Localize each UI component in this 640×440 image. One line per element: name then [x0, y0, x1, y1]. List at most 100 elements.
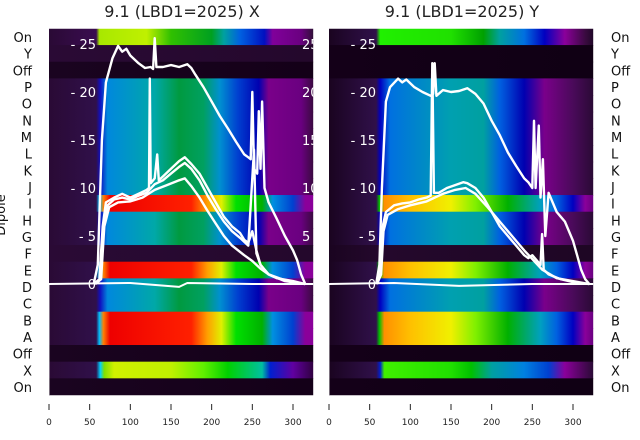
- row-label: A: [611, 331, 620, 346]
- heatmap-row-e: [49, 261, 314, 279]
- row-label: Off: [13, 64, 33, 79]
- row-label: J: [610, 181, 615, 196]
- x-tick-label: 300: [284, 418, 301, 428]
- heatmap-row-g: [329, 228, 594, 246]
- row-label: F: [611, 248, 618, 263]
- row-label: Off: [611, 64, 631, 79]
- inset-line-top: [92, 37, 307, 285]
- heatmap-row-on: [329, 28, 594, 46]
- inset-y-tick-label: - 25: [351, 38, 376, 53]
- row-label: F: [25, 248, 32, 263]
- row-label: O: [22, 98, 32, 113]
- row-label: C: [23, 298, 32, 313]
- heatmap-row-l: [329, 145, 594, 163]
- chart-title-y: 9.1 (LBD1=2025) Y: [385, 2, 540, 21]
- heatmap-row-off: [49, 345, 314, 363]
- inset-line-top: [375, 62, 591, 285]
- x-tick-label: 250: [244, 418, 261, 428]
- inset-y-tick-label: - 20: [351, 86, 376, 101]
- heatmap-row-k: [329, 161, 594, 179]
- heatmap-row-x: [329, 361, 594, 379]
- row-label: I: [28, 198, 32, 213]
- row-label: Off: [13, 348, 33, 363]
- row-label: On: [14, 381, 32, 396]
- row-label: P: [24, 81, 32, 96]
- heatmap-row-k: [49, 161, 314, 179]
- heatmap-row-j: [49, 178, 314, 196]
- inset-y-tick-label-right: 10: [302, 182, 319, 197]
- heatmap-row-c: [49, 295, 314, 313]
- heatmap: [329, 28, 594, 396]
- x-tick-label: 50: [84, 418, 96, 428]
- inset-y-tick-label: - 10: [71, 182, 96, 197]
- heatmap-row-n: [49, 111, 314, 129]
- inset-y-tick-label: - 5: [79, 230, 96, 245]
- heatmap-row-a: [329, 328, 594, 346]
- row-label: Y: [610, 48, 619, 63]
- x-tick-label: 200: [203, 418, 220, 428]
- inset-line-baseline: [49, 282, 314, 288]
- row-label: N: [22, 114, 32, 129]
- heatmap-row-b: [49, 311, 314, 329]
- row-label: H: [22, 214, 32, 229]
- heatmap-row-b: [329, 311, 594, 329]
- row-label: I: [611, 198, 615, 213]
- x-tick-label: 300: [564, 418, 581, 428]
- inset-y-tick-label-right: 20: [302, 86, 319, 101]
- heatmap: [49, 28, 314, 396]
- row-label: G: [611, 231, 621, 246]
- heatmap-row-o: [49, 95, 314, 113]
- heatmap-row-f: [49, 245, 314, 263]
- x-tick-label: 100: [402, 418, 419, 428]
- heatmap-row-h: [329, 211, 594, 229]
- y-axis-label: Dipole: [0, 194, 9, 235]
- row-label: D: [22, 281, 32, 296]
- inset-plot: 0 - 5 5 - 10 10 - 15 15 - 20 20 - 25 25: [49, 37, 319, 396]
- inset-line-mid3: [94, 177, 306, 286]
- heatmap-row-i: [329, 195, 594, 213]
- heatmap-row-c: [329, 295, 594, 313]
- heatmap-row-off: [329, 345, 594, 363]
- heatmap-row-p: [49, 78, 314, 96]
- inset-line-mid2: [93, 148, 306, 286]
- heatmap-row-y: [49, 45, 314, 63]
- heatmap-row-off: [49, 61, 314, 79]
- heatmap-row-h: [49, 211, 314, 229]
- x-tick-label: 250: [524, 418, 541, 428]
- inset-y-tick-label: - 5: [359, 230, 376, 245]
- row-label: Off: [611, 348, 631, 363]
- row-label: O: [611, 98, 621, 113]
- row-label: G: [22, 231, 32, 246]
- row-label: On: [611, 381, 629, 396]
- inset-y-tick-label: - 15: [351, 134, 376, 149]
- heatmap-row-o: [329, 95, 594, 113]
- row-label: X: [23, 364, 32, 379]
- inset-y-tick-label: - 15: [71, 134, 96, 149]
- inset-line-mid2: [375, 186, 590, 286]
- row-label: X: [611, 364, 620, 379]
- row-label: B: [611, 314, 620, 329]
- heatmap-row-off: [329, 61, 594, 79]
- row-label: E: [24, 264, 32, 279]
- heatmap-row-y: [329, 45, 594, 63]
- heatmap-row-x: [49, 361, 314, 379]
- row-label: A: [23, 331, 32, 346]
- heatmap-row-on: [49, 28, 314, 46]
- heatmap-row-n: [329, 111, 594, 129]
- row-label: L: [611, 148, 619, 163]
- row-label: D: [611, 281, 621, 296]
- inset-y-tick-label: 0: [368, 278, 376, 293]
- row-label: M: [611, 131, 622, 146]
- x-tick-label: 100: [122, 418, 139, 428]
- heatmap-row-a: [49, 328, 314, 346]
- heatmap-row-on: [329, 378, 594, 396]
- row-label: K: [611, 164, 620, 179]
- row-label: N: [611, 114, 621, 129]
- inset-line-mid1: [375, 62, 590, 286]
- row-label: K: [23, 164, 32, 179]
- row-label: Y: [23, 48, 32, 63]
- inset-y-tick-label: - 25: [71, 38, 96, 53]
- inset-line-baseline: [329, 282, 594, 287]
